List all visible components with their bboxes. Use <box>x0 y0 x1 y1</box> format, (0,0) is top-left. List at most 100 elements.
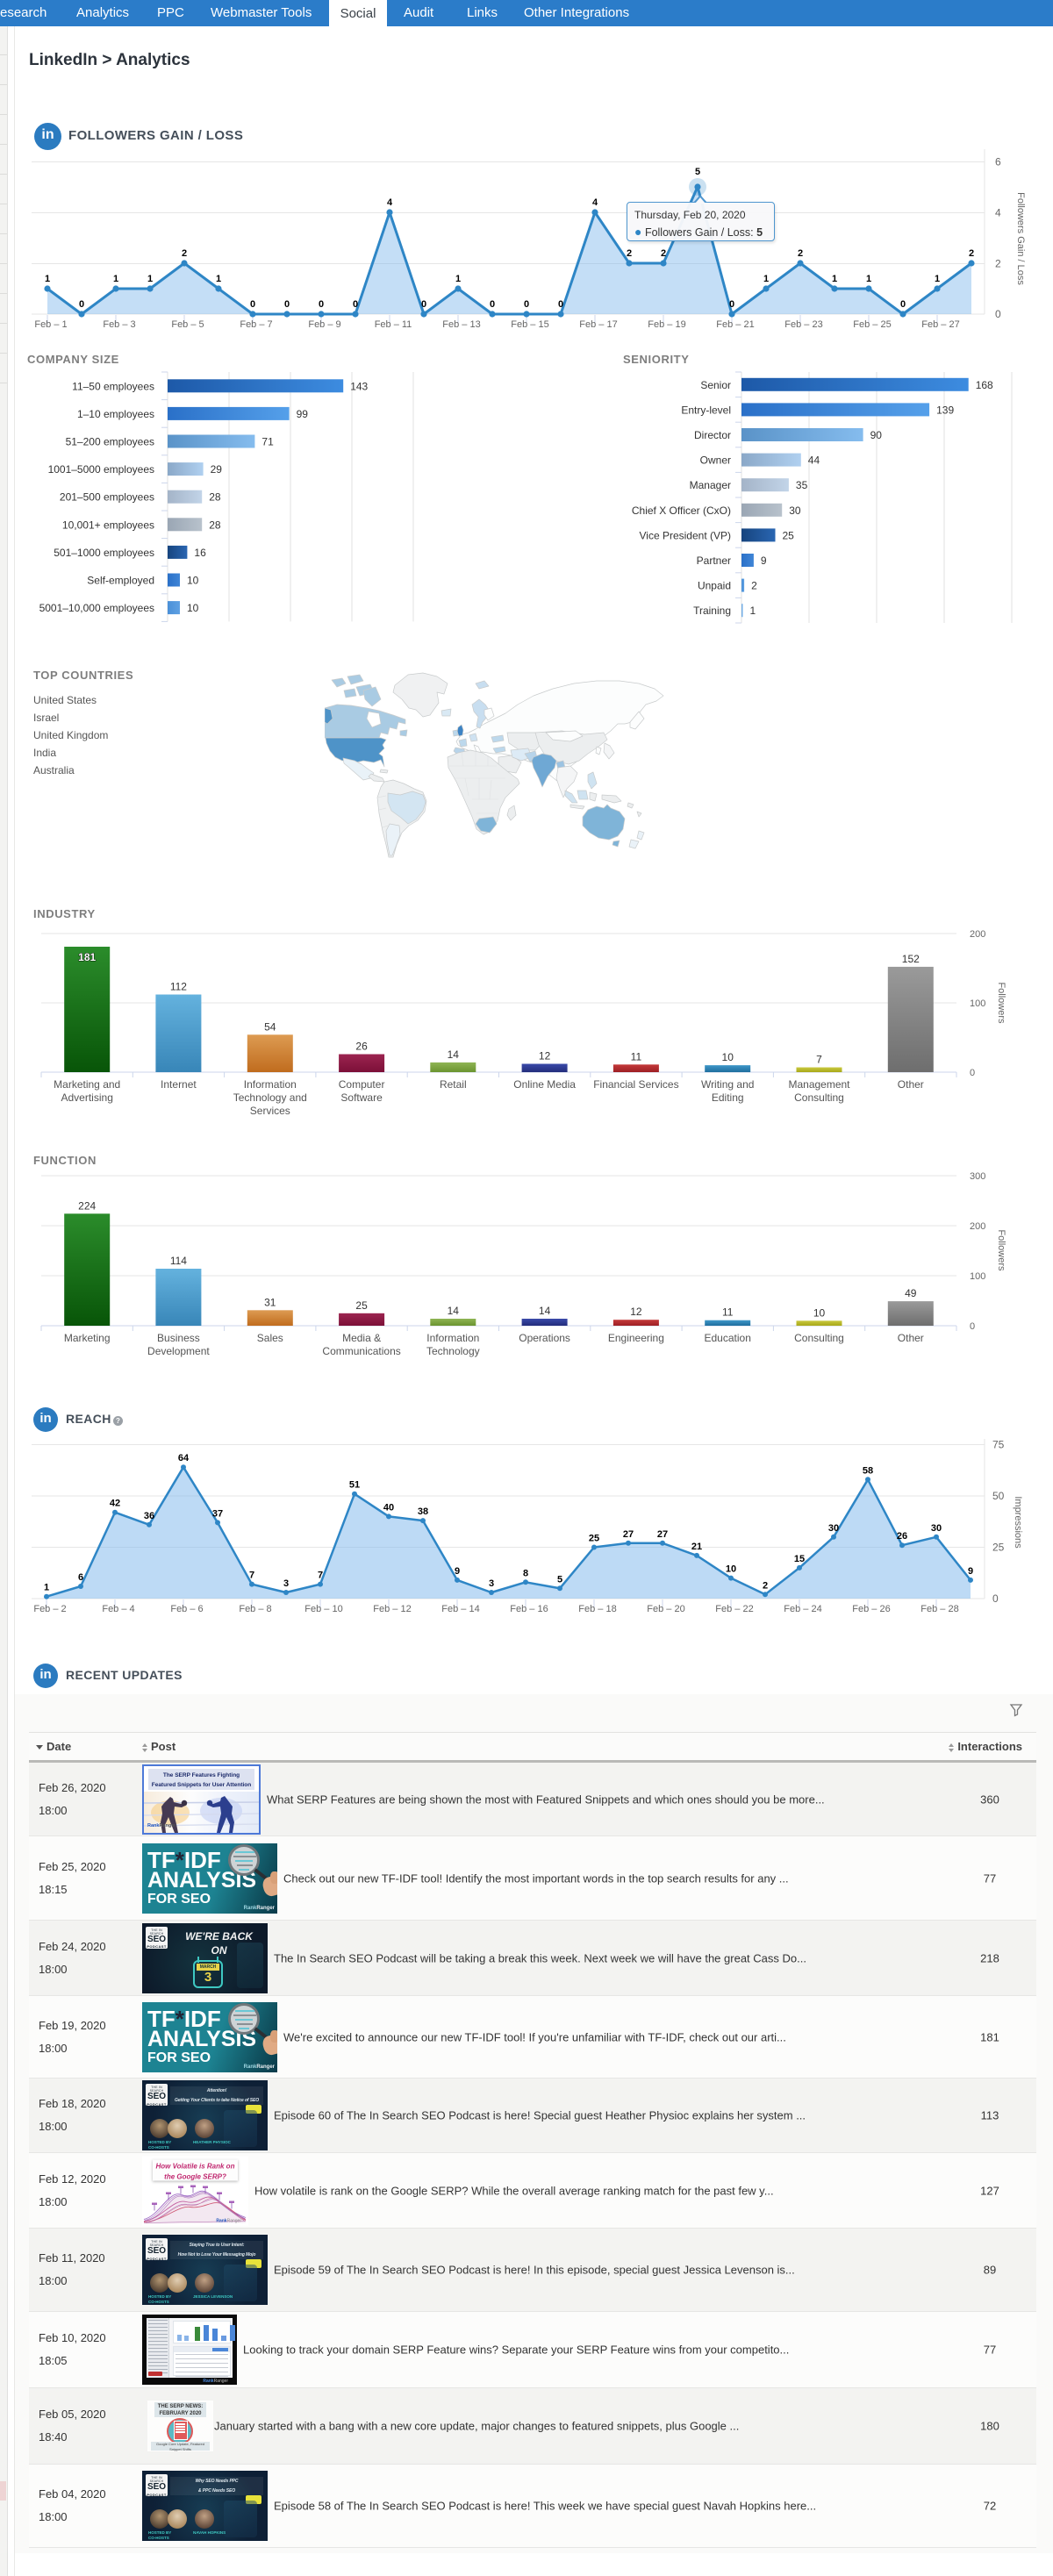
svg-text:2: 2 <box>798 248 803 259</box>
svg-text:Computer: Computer <box>339 1078 385 1091</box>
svg-text:21: 21 <box>691 1542 702 1552</box>
svg-text:Feb – 12: Feb – 12 <box>373 1604 411 1614</box>
svg-text:1001–5000 employees: 1001–5000 employees <box>48 463 154 476</box>
svg-text:Feb – 17: Feb – 17 <box>579 319 617 330</box>
svg-text:114: 114 <box>170 1255 187 1267</box>
svg-text:5001–10,000 employees: 5001–10,000 employees <box>39 602 154 614</box>
svg-text:Feb – 27: Feb – 27 <box>921 319 959 330</box>
svg-text:10: 10 <box>187 575 199 587</box>
svg-text:14: 14 <box>539 1305 551 1317</box>
svg-text:Feb – 3: Feb – 3 <box>103 319 135 330</box>
svg-text:58: 58 <box>863 1465 873 1476</box>
svg-text:0: 0 <box>524 299 529 310</box>
svg-text:Sales: Sales <box>257 1332 283 1344</box>
svg-text:0: 0 <box>79 299 84 310</box>
svg-text:44: 44 <box>808 454 820 467</box>
svg-text:200: 200 <box>970 1221 985 1232</box>
svg-text:Operations: Operations <box>519 1332 570 1344</box>
svg-text:3: 3 <box>283 1578 289 1589</box>
svg-text:152: 152 <box>902 953 920 965</box>
svg-text:0: 0 <box>284 299 290 310</box>
svg-text:40: 40 <box>383 1502 394 1513</box>
svg-text:Other: Other <box>898 1078 924 1091</box>
svg-text:0: 0 <box>729 299 734 310</box>
svg-text:51: 51 <box>349 1480 360 1491</box>
svg-text:3: 3 <box>489 1578 494 1589</box>
svg-text:0: 0 <box>995 308 1001 320</box>
svg-text:Followers: Followers <box>996 982 1006 1024</box>
svg-text:1: 1 <box>45 274 50 284</box>
svg-text:Feb – 25: Feb – 25 <box>853 319 891 330</box>
svg-text:0: 0 <box>992 1592 999 1605</box>
svg-text:Development: Development <box>147 1345 210 1357</box>
svg-text:Director: Director <box>694 429 731 441</box>
svg-text:2: 2 <box>661 248 666 259</box>
svg-text:181: 181 <box>78 951 96 963</box>
svg-text:2: 2 <box>995 258 1001 270</box>
svg-text:0: 0 <box>421 299 426 310</box>
svg-text:16: 16 <box>194 547 206 559</box>
svg-text:64: 64 <box>178 1453 190 1463</box>
svg-text:143: 143 <box>350 380 368 392</box>
svg-text:27: 27 <box>657 1529 668 1540</box>
svg-text:139: 139 <box>936 404 954 416</box>
svg-text:Training: Training <box>693 605 731 617</box>
svg-text:50: 50 <box>992 1490 1005 1502</box>
svg-text:Writing and: Writing and <box>701 1078 754 1091</box>
svg-text:6: 6 <box>78 1572 83 1583</box>
svg-text:Feb – 23: Feb – 23 <box>784 319 822 330</box>
svg-text:1: 1 <box>44 1583 49 1593</box>
svg-text:Information: Information <box>426 1332 479 1344</box>
svg-text:Feb – 7: Feb – 7 <box>240 319 272 330</box>
svg-text:25: 25 <box>355 1299 368 1312</box>
svg-text:Feb – 22: Feb – 22 <box>715 1604 753 1614</box>
svg-text:35: 35 <box>796 479 808 491</box>
svg-text:27: 27 <box>623 1529 634 1540</box>
svg-text:0: 0 <box>970 1068 975 1078</box>
svg-text:7: 7 <box>816 1054 822 1066</box>
svg-text:Services: Services <box>250 1105 290 1117</box>
svg-text:1: 1 <box>750 605 756 617</box>
svg-text:Senior: Senior <box>700 379 731 391</box>
svg-text:Business: Business <box>157 1332 200 1344</box>
svg-text:1: 1 <box>113 274 118 284</box>
svg-text:5: 5 <box>695 167 700 177</box>
svg-text:31: 31 <box>264 1296 276 1308</box>
svg-text:300: 300 <box>970 1171 985 1182</box>
svg-text:71: 71 <box>261 436 274 448</box>
svg-text:Other: Other <box>898 1332 924 1344</box>
svg-text:Feb – 5: Feb – 5 <box>171 319 204 330</box>
svg-text:30: 30 <box>931 1523 942 1534</box>
svg-text:Feb – 24: Feb – 24 <box>784 1604 821 1614</box>
svg-text:100: 100 <box>970 1271 985 1282</box>
svg-text:30: 30 <box>828 1523 839 1534</box>
svg-text:Communications: Communications <box>322 1345 400 1357</box>
svg-text:Feb – 19: Feb – 19 <box>648 319 685 330</box>
svg-text:25: 25 <box>783 529 795 541</box>
svg-text:90: 90 <box>870 429 883 441</box>
svg-text:Feb – 28: Feb – 28 <box>920 1604 958 1614</box>
svg-text:0: 0 <box>250 299 255 310</box>
svg-text:200: 200 <box>970 929 985 940</box>
svg-text:Feb – 21: Feb – 21 <box>716 319 754 330</box>
svg-text:Technology and: Technology and <box>233 1091 307 1104</box>
svg-text:0: 0 <box>558 299 563 310</box>
svg-text:8: 8 <box>523 1568 528 1578</box>
svg-text:Followers: Followers <box>996 1229 1006 1271</box>
svg-text:1: 1 <box>935 274 940 284</box>
svg-text:4: 4 <box>592 197 598 208</box>
svg-text:5: 5 <box>557 1574 562 1585</box>
svg-text:38: 38 <box>418 1506 428 1517</box>
svg-text:9: 9 <box>761 555 767 567</box>
svg-text:Consulting: Consulting <box>794 1091 844 1104</box>
svg-text:Feb – 14: Feb – 14 <box>441 1604 479 1614</box>
svg-text:11: 11 <box>722 1306 734 1319</box>
svg-text:Feb – 9: Feb – 9 <box>308 319 340 330</box>
svg-text:25: 25 <box>589 1534 599 1544</box>
svg-text:Feb – 18: Feb – 18 <box>578 1604 616 1614</box>
svg-text:Feb – 4: Feb – 4 <box>102 1604 134 1614</box>
svg-text:0: 0 <box>490 299 495 310</box>
svg-text:10: 10 <box>722 1051 734 1063</box>
svg-text:29: 29 <box>211 463 223 476</box>
svg-text:Self-employed: Self-employed <box>87 575 154 587</box>
